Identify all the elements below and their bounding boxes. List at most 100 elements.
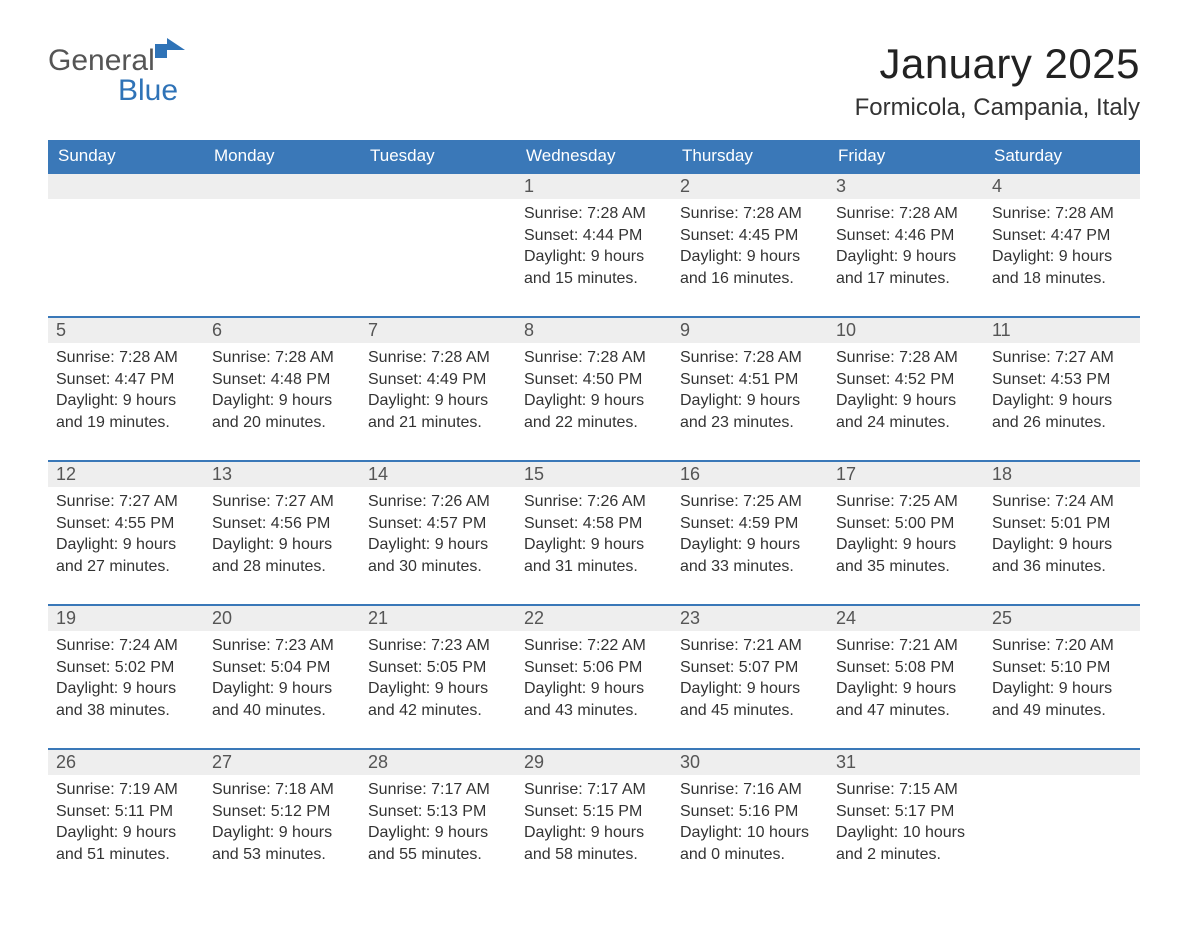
day-number-cell: 10 xyxy=(828,317,984,343)
day-number-cell: 30 xyxy=(672,749,828,775)
sunrise-text: Sunrise: 7:28 AM xyxy=(524,203,664,225)
day-content-cell: Sunrise: 7:28 AMSunset: 4:47 PMDaylight:… xyxy=(48,343,204,461)
daylight-text: Daylight: 9 hours and 30 minutes. xyxy=(368,534,508,577)
sunrise-text: Sunrise: 7:28 AM xyxy=(836,203,976,225)
calendar-body: 1234Sunrise: 7:28 AMSunset: 4:44 PMDayli… xyxy=(48,173,1140,893)
day-number-cell: 6 xyxy=(204,317,360,343)
title-block: January 2025 Formicola, Campania, Italy xyxy=(855,40,1140,132)
day-number-cell: 22 xyxy=(516,605,672,631)
day-content-cell: Sunrise: 7:18 AMSunset: 5:12 PMDaylight:… xyxy=(204,775,360,893)
day-number-cell: 26 xyxy=(48,749,204,775)
day-number-cell xyxy=(984,749,1140,775)
sunset-text: Sunset: 4:50 PM xyxy=(524,369,664,391)
day-content-cell: Sunrise: 7:23 AMSunset: 5:05 PMDaylight:… xyxy=(360,631,516,749)
day-header: Tuesday xyxy=(360,140,516,173)
sunrise-text: Sunrise: 7:23 AM xyxy=(212,635,352,657)
day-number-cell xyxy=(360,173,516,199)
sunrise-text: Sunrise: 7:21 AM xyxy=(836,635,976,657)
day-content-cell: Sunrise: 7:27 AMSunset: 4:55 PMDaylight:… xyxy=(48,487,204,605)
daylight-text: Daylight: 9 hours and 18 minutes. xyxy=(992,246,1132,289)
day-number-row: 12131415161718 xyxy=(48,461,1140,487)
day-content-cell: Sunrise: 7:27 AMSunset: 4:56 PMDaylight:… xyxy=(204,487,360,605)
calendar-header-row: SundayMondayTuesdayWednesdayThursdayFrid… xyxy=(48,140,1140,173)
day-content-cell: Sunrise: 7:24 AMSunset: 5:02 PMDaylight:… xyxy=(48,631,204,749)
sunrise-text: Sunrise: 7:28 AM xyxy=(836,347,976,369)
sunset-text: Sunset: 4:51 PM xyxy=(680,369,820,391)
sunset-text: Sunset: 4:45 PM xyxy=(680,225,820,247)
sunset-text: Sunset: 5:12 PM xyxy=(212,801,352,823)
day-content-cell: Sunrise: 7:28 AMSunset: 4:48 PMDaylight:… xyxy=(204,343,360,461)
daylight-text: Daylight: 9 hours and 31 minutes. xyxy=(524,534,664,577)
day-content-cell xyxy=(48,199,204,317)
daylight-text: Daylight: 9 hours and 33 minutes. xyxy=(680,534,820,577)
sunrise-text: Sunrise: 7:19 AM xyxy=(56,779,196,801)
day-header: Thursday xyxy=(672,140,828,173)
day-content-cell: Sunrise: 7:17 AMSunset: 5:15 PMDaylight:… xyxy=(516,775,672,893)
day-content-cell: Sunrise: 7:28 AMSunset: 4:47 PMDaylight:… xyxy=(984,199,1140,317)
day-number-cell: 23 xyxy=(672,605,828,631)
daylight-text: Daylight: 9 hours and 35 minutes. xyxy=(836,534,976,577)
day-number-cell: 1 xyxy=(516,173,672,199)
daylight-text: Daylight: 10 hours and 0 minutes. xyxy=(680,822,820,865)
sunrise-text: Sunrise: 7:20 AM xyxy=(992,635,1132,657)
day-content-cell: Sunrise: 7:28 AMSunset: 4:44 PMDaylight:… xyxy=(516,199,672,317)
sunrise-text: Sunrise: 7:28 AM xyxy=(680,203,820,225)
day-number-cell: 17 xyxy=(828,461,984,487)
sunset-text: Sunset: 4:44 PM xyxy=(524,225,664,247)
daylight-text: Daylight: 9 hours and 26 minutes. xyxy=(992,390,1132,433)
day-number-cell: 19 xyxy=(48,605,204,631)
sunset-text: Sunset: 4:56 PM xyxy=(212,513,352,535)
sunrise-text: Sunrise: 7:25 AM xyxy=(836,491,976,513)
sunset-text: Sunset: 5:10 PM xyxy=(992,657,1132,679)
sunset-text: Sunset: 4:46 PM xyxy=(836,225,976,247)
day-number-cell: 7 xyxy=(360,317,516,343)
sunrise-text: Sunrise: 7:27 AM xyxy=(212,491,352,513)
day-number-row: 19202122232425 xyxy=(48,605,1140,631)
daylight-text: Daylight: 9 hours and 16 minutes. xyxy=(680,246,820,289)
daylight-text: Daylight: 9 hours and 15 minutes. xyxy=(524,246,664,289)
daylight-text: Daylight: 9 hours and 27 minutes. xyxy=(56,534,196,577)
sunset-text: Sunset: 5:04 PM xyxy=(212,657,352,679)
day-number-cell: 20 xyxy=(204,605,360,631)
day-content-row: Sunrise: 7:24 AMSunset: 5:02 PMDaylight:… xyxy=(48,631,1140,749)
sunrise-text: Sunrise: 7:25 AM xyxy=(680,491,820,513)
day-number-cell: 28 xyxy=(360,749,516,775)
day-number-cell: 29 xyxy=(516,749,672,775)
day-content-cell: Sunrise: 7:26 AMSunset: 4:58 PMDaylight:… xyxy=(516,487,672,605)
sunset-text: Sunset: 4:58 PM xyxy=(524,513,664,535)
day-content-cell: Sunrise: 7:20 AMSunset: 5:10 PMDaylight:… xyxy=(984,631,1140,749)
sunset-text: Sunset: 5:01 PM xyxy=(992,513,1132,535)
day-content-cell: Sunrise: 7:26 AMSunset: 4:57 PMDaylight:… xyxy=(360,487,516,605)
sunset-text: Sunset: 5:06 PM xyxy=(524,657,664,679)
sunrise-text: Sunrise: 7:16 AM xyxy=(680,779,820,801)
daylight-text: Daylight: 9 hours and 17 minutes. xyxy=(836,246,976,289)
sunrise-text: Sunrise: 7:28 AM xyxy=(212,347,352,369)
sunset-text: Sunset: 5:02 PM xyxy=(56,657,196,679)
daylight-text: Daylight: 9 hours and 40 minutes. xyxy=(212,678,352,721)
day-number-cell: 4 xyxy=(984,173,1140,199)
logo-text: General Blue xyxy=(48,46,189,106)
daylight-text: Daylight: 9 hours and 24 minutes. xyxy=(836,390,976,433)
daylight-text: Daylight: 10 hours and 2 minutes. xyxy=(836,822,976,865)
day-content-cell: Sunrise: 7:28 AMSunset: 4:46 PMDaylight:… xyxy=(828,199,984,317)
day-number-cell: 3 xyxy=(828,173,984,199)
daylight-text: Daylight: 9 hours and 47 minutes. xyxy=(836,678,976,721)
day-content-cell: Sunrise: 7:28 AMSunset: 4:50 PMDaylight:… xyxy=(516,343,672,461)
day-content-cell xyxy=(360,199,516,317)
sunset-text: Sunset: 5:07 PM xyxy=(680,657,820,679)
sunset-text: Sunset: 4:53 PM xyxy=(992,369,1132,391)
day-header: Monday xyxy=(204,140,360,173)
day-header: Wednesday xyxy=(516,140,672,173)
sunrise-text: Sunrise: 7:17 AM xyxy=(524,779,664,801)
day-number-cell xyxy=(48,173,204,199)
day-content-row: Sunrise: 7:27 AMSunset: 4:55 PMDaylight:… xyxy=(48,487,1140,605)
day-number-cell: 31 xyxy=(828,749,984,775)
day-content-row: Sunrise: 7:19 AMSunset: 5:11 PMDaylight:… xyxy=(48,775,1140,893)
daylight-text: Daylight: 9 hours and 19 minutes. xyxy=(56,390,196,433)
daylight-text: Daylight: 9 hours and 22 minutes. xyxy=(524,390,664,433)
daylight-text: Daylight: 9 hours and 38 minutes. xyxy=(56,678,196,721)
month-title: January 2025 xyxy=(855,40,1140,88)
sunrise-text: Sunrise: 7:26 AM xyxy=(368,491,508,513)
daylight-text: Daylight: 9 hours and 55 minutes. xyxy=(368,822,508,865)
sunrise-text: Sunrise: 7:27 AM xyxy=(56,491,196,513)
